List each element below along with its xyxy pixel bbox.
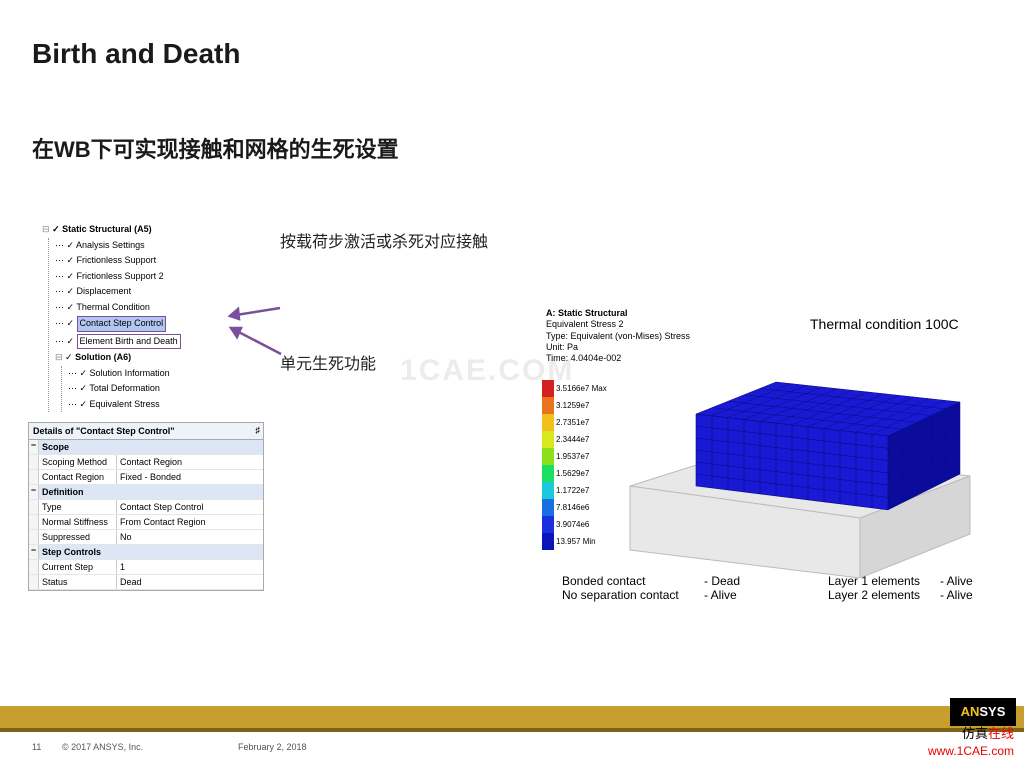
ansys-logo: ANSYS [950,698,1016,726]
footer-bar [0,706,1024,728]
annotation-2: 单元生死功能 [280,350,376,374]
legend: 3.5166e7 Max3.1259e72.7351e72.3444e71.95… [542,380,607,550]
copyright: © 2017 ANSYS, Inc. [62,742,143,752]
sim-h5: Time: 4.0404e-002 [546,353,998,364]
sim-h4: Unit: Pa [546,342,998,353]
brand-text: 仿真在线 [962,723,1014,742]
details-panel: Details of "Contact Step Control"♯−Scope… [28,422,264,591]
sim-h3: Type: Equivalent (von-Mises) Stress [546,331,998,342]
sim-render [600,378,1000,578]
annotation-1: 按载荷步激活或杀死对应接触 [280,228,488,252]
slide-subtitle: 在WB下可实现接触和网格的生死设置 [32,132,399,164]
slide-title: Birth and Death [32,38,240,70]
brand-url: www.1CAE.com [928,744,1014,758]
status-grid: Bonded contact- DeadLayer 1 elements- Al… [562,574,990,602]
page-number: 11 [32,742,41,752]
thermal-label: Thermal condition 100C [810,316,959,332]
arrow-2 [225,322,285,362]
outline-tree: ⊟ ✓ Static Structural (A5)⋯ ✓ Analysis S… [36,222,256,412]
footer-bar-2 [0,728,1024,732]
footer-date: February 2, 2018 [238,742,307,752]
